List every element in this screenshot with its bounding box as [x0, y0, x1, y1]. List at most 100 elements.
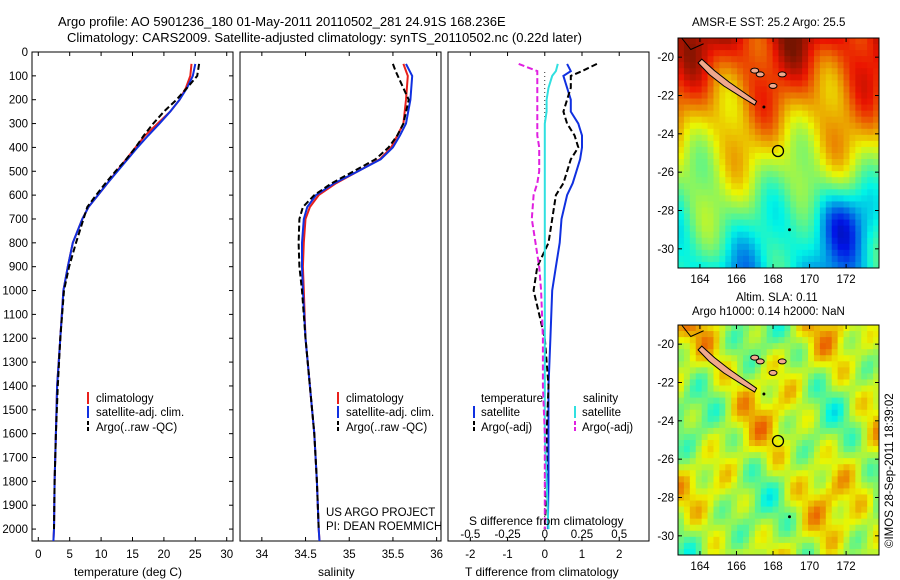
heatmap-cell	[719, 195, 726, 203]
heatmap-cell	[725, 128, 732, 136]
heatmap-cell	[843, 237, 851, 245]
heatmap-cell	[855, 524, 862, 532]
heatmap-cell	[760, 98, 768, 106]
heatmap-cell	[790, 379, 797, 387]
heatmap-cell	[802, 415, 809, 423]
heatmap-cell	[813, 122, 821, 130]
heatmap-cell	[678, 367, 685, 375]
heatmap-cell	[825, 80, 833, 88]
heatmap-cell	[701, 476, 709, 483]
map-y-tick-label: -26	[657, 454, 674, 466]
heatmap-cell	[701, 159, 709, 166]
heatmap-cell	[849, 361, 856, 368]
heatmap-cell	[867, 86, 874, 94]
heatmap-cell	[683, 177, 691, 184]
heatmap-cell	[802, 255, 809, 263]
heatmap-cell	[683, 195, 691, 203]
heatmap-cell	[725, 104, 732, 112]
heatmap-cell	[837, 536, 845, 544]
heatmap-cell	[778, 506, 786, 514]
heatmap-cell	[796, 159, 803, 166]
heatmap-cell	[772, 325, 780, 332]
heatmap-cell	[689, 80, 697, 88]
heatmap-cell	[678, 86, 685, 94]
heatmap-cell	[760, 195, 768, 203]
heatmap-cell	[743, 183, 750, 190]
map-x-tick-label: 166	[727, 274, 746, 286]
heatmap-cell	[760, 488, 768, 496]
heatmap-cell	[831, 177, 839, 184]
temperature-x-ticks: 0 5 10 15 20 25 30	[35, 52, 233, 561]
salinity-legend: climatology satellite-adj. clim. Argo(..…	[337, 392, 434, 434]
heatmap-cell	[813, 237, 821, 245]
heatmap-cell	[808, 542, 815, 550]
heatmap-cell	[873, 542, 879, 550]
heatmap-cell	[831, 195, 839, 203]
heatmap-cell	[713, 201, 720, 209]
heatmap-cell	[748, 104, 756, 112]
map-x-tick-label: 170	[800, 274, 819, 286]
heatmap-cell	[796, 464, 803, 471]
heatmap-cell	[748, 506, 756, 514]
heatmap-cell	[873, 237, 879, 245]
heatmap-cell	[737, 452, 744, 459]
heatmap-cell	[819, 68, 827, 75]
heatmap-cell	[754, 464, 762, 471]
heatmap-cell	[802, 421, 809, 429]
heatmap-cell	[849, 231, 856, 239]
heatmap-cell	[790, 500, 797, 508]
heatmap-cell	[760, 397, 768, 405]
heatmap-cell	[713, 231, 720, 239]
heatmap-cell	[808, 530, 815, 538]
heatmap-cell	[689, 482, 697, 490]
island	[768, 369, 778, 376]
heatmap-cell	[737, 146, 744, 154]
heatmap-cell	[790, 337, 797, 344]
heatmap-cell	[819, 325, 827, 332]
heatmap-cell	[855, 116, 862, 124]
heatmap-cell	[772, 177, 780, 184]
heatmap-cell	[778, 476, 786, 483]
heatmap-cell	[772, 361, 780, 368]
heatmap-cell	[731, 403, 738, 411]
heatmap-cell	[849, 140, 856, 148]
legend-label-argo: Argo(..raw -QC)	[346, 422, 427, 434]
heatmap-cell	[743, 140, 750, 148]
heatmap-cell	[707, 482, 715, 490]
heatmap-cell	[683, 355, 691, 362]
heatmap-cell	[802, 219, 809, 227]
heatmap-cell	[867, 44, 874, 51]
heatmap-cell	[719, 56, 726, 63]
heatmap-cell	[819, 367, 827, 375]
heatmap-cell	[831, 458, 839, 465]
heatmap-cell	[784, 249, 791, 257]
heatmap-cell	[796, 213, 803, 221]
depth-tick-label: 1400	[2, 381, 28, 393]
heatmap-cell	[813, 421, 821, 429]
x-tick-label: 0	[542, 549, 548, 561]
heatmap-cell	[790, 153, 797, 160]
heatmap-cell	[701, 331, 709, 338]
heatmap-cell	[683, 116, 691, 124]
heatmap-cell	[819, 494, 827, 502]
heatmap-cell	[748, 225, 756, 233]
heatmap-cell	[796, 153, 803, 160]
heatmap-cell	[683, 207, 691, 215]
heatmap-cell	[760, 500, 768, 508]
heatmap-cell	[754, 391, 762, 399]
heatmap-cell	[743, 134, 750, 142]
heatmap-cell	[784, 134, 791, 142]
heatmap-cell	[748, 189, 756, 196]
heatmap-cell	[843, 409, 851, 417]
heatmap-cell	[784, 458, 791, 465]
heatmap-cell	[831, 92, 839, 100]
heatmap-cell	[737, 195, 744, 203]
heatmap-cell	[695, 255, 703, 263]
heatmap-cell	[754, 171, 762, 178]
heatmap-cell	[766, 464, 774, 471]
heatmap-cell	[855, 331, 862, 338]
heatmap-cell	[867, 153, 874, 160]
heatmap-cell	[819, 261, 827, 268]
heatmap-cell	[719, 415, 726, 423]
heatmap-cell	[737, 464, 744, 471]
